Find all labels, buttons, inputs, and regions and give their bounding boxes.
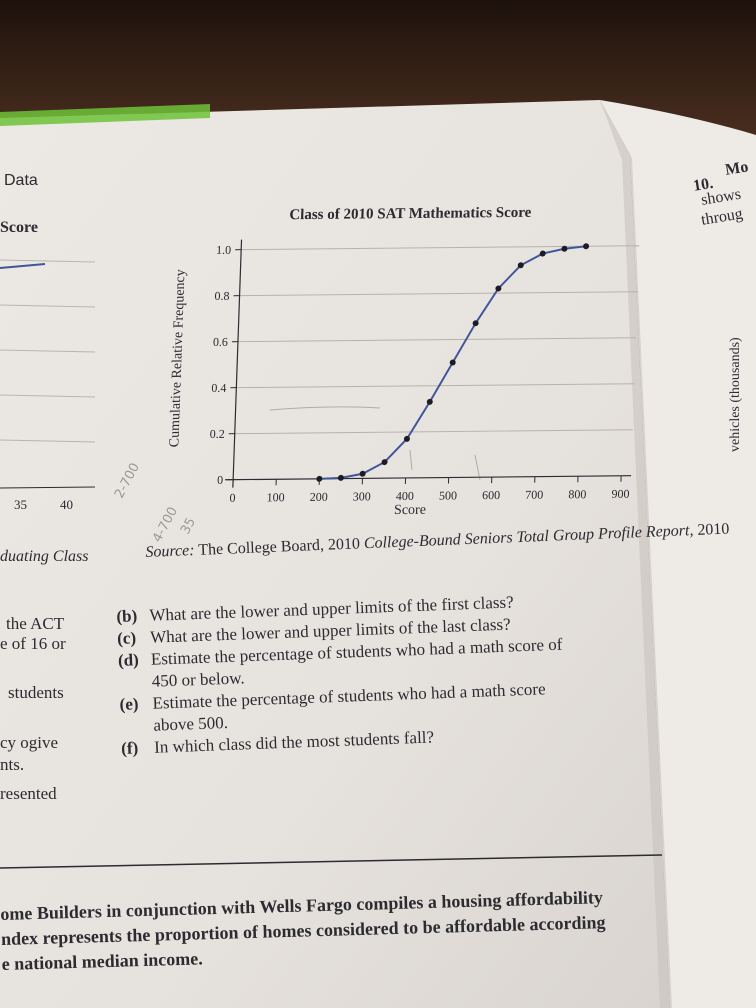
left-rule-line — [0, 259, 96, 263]
x-tick-label: 0 — [229, 491, 235, 505]
x-tick-label: 600 — [482, 488, 500, 502]
x-axis-line — [225, 475, 632, 481]
book-left-page — [0, 100, 670, 1008]
y-tick-label: 0 — [217, 473, 223, 487]
right-axis-fragment: vehicles (thousands) — [728, 337, 743, 452]
ogive-point — [403, 435, 410, 442]
chart-title: Class of 2010 SAT Mathematics Score — [289, 205, 532, 223]
question-c-label: (c) — [116, 628, 137, 648]
left-score-heading: Score — [0, 219, 38, 236]
left-line-nts: nts. — [0, 755, 25, 774]
y-tick-label: 0.4 — [211, 381, 226, 395]
y-axis-line — [232, 239, 243, 488]
left-rule-line — [0, 394, 96, 398]
green-highlight-stripe — [0, 104, 210, 126]
y-axis-label: Cumulative Relative Frequency — [167, 269, 188, 447]
ogive-point — [495, 285, 502, 292]
y-gridline — [241, 245, 640, 251]
y-gridline — [234, 429, 633, 435]
left-tick-40: 40 — [60, 497, 73, 512]
ogive-point — [561, 245, 568, 252]
y-gridline — [239, 291, 638, 297]
x-tick-label: 700 — [525, 488, 543, 502]
y-tick-label: 0.8 — [214, 289, 229, 303]
left-line-ogive: cy ogive — [0, 733, 59, 752]
chart-gridlines — [234, 245, 640, 435]
left-line-16: e of 16 or — [0, 634, 66, 653]
left-graduating-class: duating Class — [0, 548, 89, 565]
y-gridline — [236, 383, 635, 389]
source-label: Source: — [145, 542, 195, 561]
ogive-point — [381, 459, 388, 466]
divider-rule — [0, 854, 663, 869]
left-line-presented: resented — [0, 784, 57, 803]
x-tick-label: 900 — [611, 487, 629, 501]
ogive-point — [539, 250, 546, 257]
question-e-label: (e) — [119, 694, 139, 714]
x-tick-label: 500 — [439, 488, 457, 502]
left-section-header: Data — [4, 172, 38, 189]
ogive-point — [426, 398, 433, 405]
tick-labels: 0 0.2 0.4 0.6 0.8 1.0 0 100 200 300 400 500 600 700 80… — [210, 243, 630, 505]
left-line-act: the ACT — [6, 614, 65, 633]
left-rule-line — [0, 439, 96, 443]
y-tick-label: 1.0 — [216, 243, 231, 257]
question-d-label: (d) — [117, 650, 140, 670]
question-b-label: (b) — [116, 606, 138, 626]
ogive-points — [316, 243, 590, 482]
pencil-annotations — [269, 406, 481, 481]
ogive-point — [359, 470, 366, 477]
question-e-cont-text: above 500. — [153, 712, 229, 735]
y-gridline — [237, 337, 636, 343]
left-tick-35: 35 — [14, 497, 27, 512]
left-axis-line — [0, 486, 96, 489]
ogive-point — [583, 243, 590, 250]
ogive-point — [517, 262, 524, 269]
x-tick-label: 200 — [309, 490, 327, 504]
question-d-cont-label — [119, 687, 152, 688]
y-tick-label: 0.2 — [210, 427, 225, 441]
x-tick-label: 800 — [568, 487, 586, 501]
x-tick-label: 300 — [353, 489, 371, 503]
x-tick-label: 400 — [396, 489, 414, 503]
x-tick-label: 100 — [266, 490, 284, 504]
ogive-point — [337, 474, 344, 481]
x-axis-label: Score — [394, 503, 426, 518]
source-year: 2010 — [697, 520, 730, 539]
exercise-word-mo: Mo — [724, 158, 750, 179]
left-line-students: students — [8, 683, 64, 702]
left-curve-fragment — [0, 263, 46, 269]
ogive-point — [449, 359, 456, 366]
ogive-point — [472, 320, 479, 327]
page-gutter-shadow — [600, 100, 672, 1008]
source-text: The College Board, 2010 — [197, 535, 361, 559]
question-f-label: (f) — [120, 738, 139, 758]
sat-ogive-chart: 0 0.2 0.4 0.6 0.8 1.0 0 100 200 300 400 500 600 700 80… — [167, 205, 640, 518]
ogive-point — [316, 475, 323, 482]
left-rule-line — [0, 349, 96, 353]
left-rule-line — [0, 304, 96, 308]
question-list: (b) What are the lower and upper limits o… — [116, 590, 566, 760]
y-tick-label: 0.6 — [213, 335, 228, 349]
question-d-cont-text: 450 or below. — [151, 668, 245, 691]
question-e-cont-label — [121, 731, 154, 732]
